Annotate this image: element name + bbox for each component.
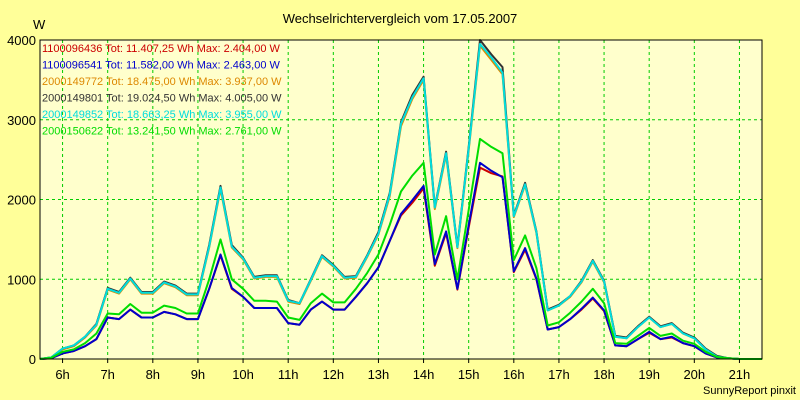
y-axis: 0 1000 2000 3000 4000 [7,33,36,367]
legend-entry-1: 1100096436 Tot: 11.407,25 Wh Max: 2.404,… [42,43,281,55]
y-tick-label: 1000 [7,272,36,287]
x-tick-label: 6h [55,367,69,382]
x-tick-label: 12h [322,367,344,382]
legend-entry-4: 2000149801 Tot: 19.024,50 Wh Max: 4.005,… [42,93,282,105]
x-tick-label: 7h [100,367,114,382]
series-line-6 [39,137,762,360]
x-tick-label: 11h [278,367,299,382]
y-tick-label: 3000 [7,113,36,128]
x-tick-label: 19h [638,367,660,382]
x-tick-label: 18h [593,367,615,382]
series-lines [39,39,762,360]
y-tick-label: 2000 [7,193,36,208]
series-line-5 [39,43,762,360]
legend: 1100096436 Tot: 11.407,25 Wh Max: 2.404,… [42,43,282,138]
y-tick-label: 4000 [7,33,36,48]
x-axis: 6h 7h 8h 9h 10h 11h 12h 13h 14h 15h 16h 17h 18h 19h 20… [55,359,750,382]
y-tick-label: 0 [29,352,36,367]
y-axis-label: W [33,17,46,32]
x-tick-label: 20h [683,367,705,382]
footer-credit: SunnyReport pinxit [703,385,796,397]
plot-frame [39,39,763,360]
legend-entry-5: 2000149852 Tot: 18.663,25 Wh Max: 3.955,… [42,109,282,121]
x-tick-label: 17h [548,367,570,382]
legend-entry-3: 2000149772 Tot: 18.475,00 Wh Max: 3.937,… [42,76,282,88]
x-tick-label: 21h [729,367,751,382]
x-tick-label: 13h [368,367,390,382]
x-tick-label: 14h [413,367,435,382]
x-tick-label: 9h [191,367,205,382]
legend-entry-6: 2000150622 Tot: 13.241,50 Wh Max: 2.761,… [42,126,282,138]
x-tick-label: 10h [232,367,254,382]
legend-entry-2: 1100096541 Tot: 11.582,00 Wh Max: 2.463,… [42,60,281,72]
x-tick-label: 16h [503,367,525,382]
x-tick-label: 8h [146,367,160,382]
series-line-2 [39,161,762,360]
chart-title: Wechselrichtervergleich vom 17.05.2007 [283,11,518,26]
x-tick-label: 15h [458,367,480,382]
